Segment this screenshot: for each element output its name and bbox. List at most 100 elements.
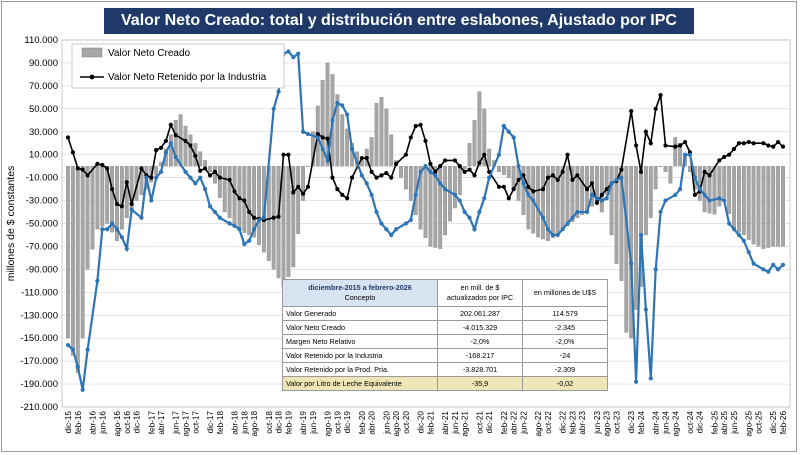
industria-point [168,141,173,146]
industria-point [65,342,71,348]
retenido-point [589,181,595,186]
industria-point [305,131,311,137]
retenido-point [369,169,374,174]
retenido-point [384,170,389,176]
retenido-point [271,215,276,220]
industria-point [663,198,668,203]
retenido-point [545,175,551,180]
retenido-point [296,184,301,189]
bar [781,166,785,247]
retenido-point [736,141,742,146]
retenido-point [100,162,105,168]
bar [198,151,203,167]
x-tick-label: jun-17 [172,411,181,435]
y-tick-label: 90.000 [29,58,58,69]
axes: 110.000 90.000 70.000 50.000 30.000 10.000 -10… [5,35,791,437]
y-tick-label: 110.000 [24,35,58,46]
industria-point [766,269,771,274]
bar [570,166,575,222]
retenido-point [349,175,355,180]
industria-point [217,215,222,220]
bar [771,166,776,247]
retenido-point [423,138,428,144]
retenido-point [403,152,409,157]
x-tick-label: jun-23 [593,411,602,435]
x-tick-label: oct-18 [265,411,274,434]
retenido-point [227,177,232,183]
x-tick-label: oct-24 [686,411,695,434]
table-row: Valor Neto Creado -4.015.329 -2.345 [282,320,608,335]
industria-point [619,175,624,180]
bar [183,125,188,167]
line-series-retenido [65,92,786,223]
industria-point [501,123,506,129]
bar [457,166,462,195]
x-tick-label: feb-23 [568,411,577,435]
table-row: Valor Generado 202.061.287 114.579 [282,306,608,321]
retenido-point [193,153,198,158]
industria-point [300,129,306,134]
industria-point [653,267,658,272]
industria-point [521,181,526,186]
industria-point [139,215,144,220]
retenido-point [585,186,590,192]
x-tick-label: ago-21 [461,411,470,437]
bar [776,166,781,247]
retenido-point [629,109,634,114]
industria-point [540,215,546,220]
bar [497,166,501,173]
retenido-point [300,191,306,196]
x-tick-label: feb-25 [710,411,719,435]
y-tick-label: 30.000 [29,127,58,138]
bar [178,114,183,167]
x-tick-label: feb-19 [284,411,293,435]
industria-point [717,196,722,201]
bar [217,166,222,198]
industria-point [736,232,742,238]
table-header-usd: en millones de U$S [522,279,608,307]
industria-point [457,198,462,203]
industria-point [149,198,154,203]
x-tick-label: oct-19 [333,411,342,434]
retenido-point [727,152,732,157]
retenido-point [168,122,173,127]
retenido-point [594,200,600,205]
x-tick-label: dic-17 [206,411,215,434]
industria-point [575,209,580,215]
retenido-point [496,184,502,189]
bar [678,143,683,167]
retenido-point [95,161,100,166]
industria-point [296,51,301,56]
industria-point [80,387,85,392]
industria-point [237,227,242,232]
retenido-point [198,168,203,173]
retenido-point [457,164,462,169]
retenido-point [648,141,653,146]
industria-point [325,158,330,163]
industria-point [678,186,683,192]
bar [438,166,443,249]
retenido-point [325,136,330,141]
industria-point [291,55,296,60]
x-tick-label: ago-18 [250,411,259,437]
retenido-point [119,204,124,209]
industria-point [687,152,693,157]
retenido-point [550,173,555,178]
x-tick-label: oct-20 [402,411,411,434]
industria-point [232,223,237,228]
industria-point [673,192,678,197]
industria-point [702,192,707,197]
industria-point [604,196,609,201]
industria-point [70,347,75,352]
industria-point [442,186,448,192]
y-tick-label: -110.000 [21,287,58,298]
bar [320,79,325,167]
bar [389,134,394,167]
bar [227,166,232,218]
retenido-point [281,152,286,157]
industria-point [545,227,551,232]
retenido-point [560,169,565,174]
retenido-point [232,189,237,194]
